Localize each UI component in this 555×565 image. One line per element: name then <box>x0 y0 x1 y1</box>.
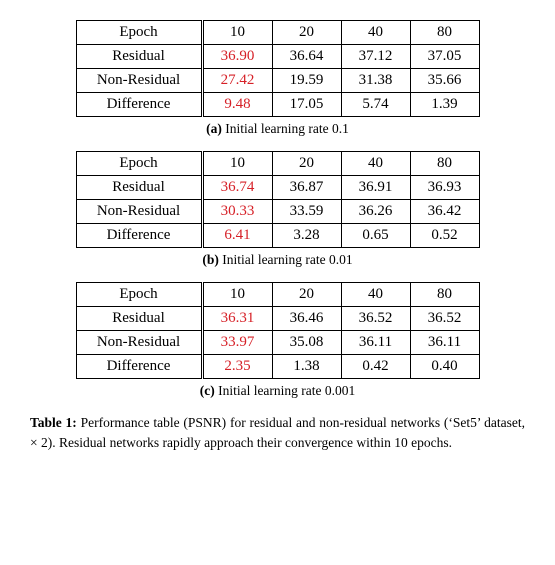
caption-text: Performance table (PSNR) for residual an… <box>30 415 525 450</box>
data-cell: 36.11 <box>410 331 479 355</box>
data-cell: 30.33 <box>202 200 272 224</box>
sub-caption-text: Initial learning rate 0.01 <box>219 252 353 267</box>
data-cell: 36.52 <box>341 307 410 331</box>
data-cell: 35.66 <box>410 69 479 93</box>
data-cell: 1.38 <box>272 355 341 379</box>
data-cell: 36.74 <box>202 176 272 200</box>
row-label: Non-Residual <box>76 331 202 355</box>
data-cell: 33.59 <box>272 200 341 224</box>
data-table: Epoch10204080Residual36.9036.6437.1237.0… <box>76 20 480 117</box>
row-label-header: Epoch <box>76 21 202 45</box>
data-cell: 0.65 <box>341 224 410 248</box>
col-header: 80 <box>410 283 479 307</box>
data-cell: 36.11 <box>341 331 410 355</box>
row-label-header: Epoch <box>76 152 202 176</box>
data-cell: 5.74 <box>341 93 410 117</box>
row-label: Difference <box>76 355 202 379</box>
sub-caption-text: Initial learning rate 0.001 <box>215 383 356 398</box>
col-header: 20 <box>272 152 341 176</box>
sub-caption-label: (b) <box>202 252 219 267</box>
data-cell: 36.93 <box>410 176 479 200</box>
row-label: Non-Residual <box>76 69 202 93</box>
data-cell: 3.28 <box>272 224 341 248</box>
row-label: Non-Residual <box>76 200 202 224</box>
table-main-caption: Table 1: Performance table (PSNR) for re… <box>20 413 535 454</box>
data-cell: 0.42 <box>341 355 410 379</box>
data-table: Epoch10204080Residual36.7436.8736.9136.9… <box>76 151 480 248</box>
col-header: 40 <box>341 21 410 45</box>
col-header: 10 <box>202 21 272 45</box>
sub-caption: (a) Initial learning rate 0.1 <box>20 121 535 137</box>
table-row: Difference6.413.280.650.52 <box>76 224 479 248</box>
data-cell: 36.42 <box>410 200 479 224</box>
table-row: Residual36.9036.6437.1237.05 <box>76 45 479 69</box>
sub-caption: (c) Initial learning rate 0.001 <box>20 383 535 399</box>
col-header: 40 <box>341 152 410 176</box>
data-cell: 37.05 <box>410 45 479 69</box>
data-cell: 33.97 <box>202 331 272 355</box>
row-label-header: Epoch <box>76 283 202 307</box>
table-row: Non-Residual33.9735.0836.1136.11 <box>76 331 479 355</box>
data-cell: 19.59 <box>272 69 341 93</box>
table-row: Difference2.351.380.420.40 <box>76 355 479 379</box>
col-header: 10 <box>202 283 272 307</box>
data-cell: 35.08 <box>272 331 341 355</box>
table-block: Epoch10204080Residual36.3136.4636.5236.5… <box>20 282 535 399</box>
data-cell: 1.39 <box>410 93 479 117</box>
col-header: 40 <box>341 283 410 307</box>
data-cell: 36.52 <box>410 307 479 331</box>
col-header: 20 <box>272 21 341 45</box>
col-header: 80 <box>410 21 479 45</box>
table-row: Non-Residual27.4219.5931.3835.66 <box>76 69 479 93</box>
sub-caption-label: (c) <box>200 383 215 398</box>
caption-label: Table 1: <box>30 415 77 430</box>
table-block: Epoch10204080Residual36.7436.8736.9136.9… <box>20 151 535 268</box>
col-header: 80 <box>410 152 479 176</box>
data-table: Epoch10204080Residual36.3136.4636.5236.5… <box>76 282 480 379</box>
sub-caption: (b) Initial learning rate 0.01 <box>20 252 535 268</box>
data-cell: 36.91 <box>341 176 410 200</box>
data-cell: 36.90 <box>202 45 272 69</box>
table-row: Epoch10204080 <box>76 21 479 45</box>
table-row: Epoch10204080 <box>76 283 479 307</box>
data-cell: 31.38 <box>341 69 410 93</box>
data-cell: 36.31 <box>202 307 272 331</box>
tables-container: Epoch10204080Residual36.9036.6437.1237.0… <box>20 20 535 399</box>
data-cell: 27.42 <box>202 69 272 93</box>
data-cell: 36.87 <box>272 176 341 200</box>
col-header: 20 <box>272 283 341 307</box>
row-label: Residual <box>76 45 202 69</box>
row-label: Difference <box>76 224 202 248</box>
data-cell: 36.46 <box>272 307 341 331</box>
table-row: Residual36.7436.8736.9136.93 <box>76 176 479 200</box>
sub-caption-label: (a) <box>206 121 222 136</box>
data-cell: 17.05 <box>272 93 341 117</box>
data-cell: 36.26 <box>341 200 410 224</box>
sub-caption-text: Initial learning rate 0.1 <box>222 121 349 136</box>
table-row: Difference9.4817.055.741.39 <box>76 93 479 117</box>
row-label: Difference <box>76 93 202 117</box>
col-header: 10 <box>202 152 272 176</box>
data-cell: 9.48 <box>202 93 272 117</box>
table-block: Epoch10204080Residual36.9036.6437.1237.0… <box>20 20 535 137</box>
table-row: Non-Residual30.3333.5936.2636.42 <box>76 200 479 224</box>
table-row: Epoch10204080 <box>76 152 479 176</box>
data-cell: 6.41 <box>202 224 272 248</box>
data-cell: 2.35 <box>202 355 272 379</box>
data-cell: 36.64 <box>272 45 341 69</box>
table-row: Residual36.3136.4636.5236.52 <box>76 307 479 331</box>
data-cell: 0.52 <box>410 224 479 248</box>
row-label: Residual <box>76 307 202 331</box>
data-cell: 37.12 <box>341 45 410 69</box>
data-cell: 0.40 <box>410 355 479 379</box>
row-label: Residual <box>76 176 202 200</box>
